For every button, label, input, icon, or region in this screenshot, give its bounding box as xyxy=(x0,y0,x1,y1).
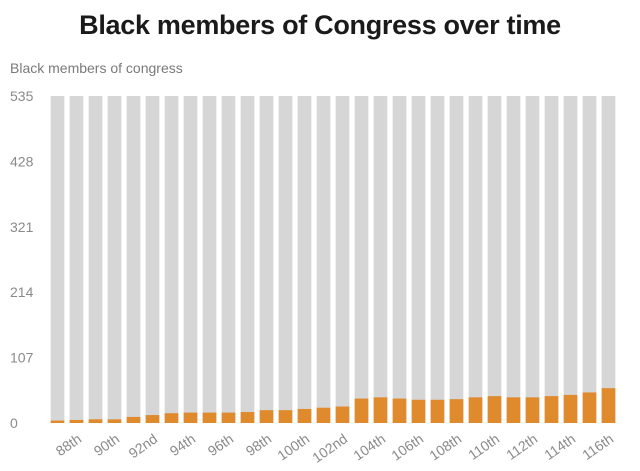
bar-black-members-104th xyxy=(373,397,388,423)
bar-total-100th xyxy=(297,96,312,423)
bar-black-members-100th xyxy=(297,408,312,423)
bar-black-members-106th xyxy=(411,399,426,423)
y-tick-label: 428 xyxy=(10,153,34,169)
bar-total-88th xyxy=(69,96,84,423)
bar-black-members-99th xyxy=(278,410,293,423)
bar-black-members-112th xyxy=(525,397,540,423)
bar-total-89th xyxy=(88,96,103,423)
bar-black-members-116th xyxy=(601,388,616,423)
bar-black-members-107th xyxy=(430,399,445,423)
bar-black-members-115th xyxy=(582,392,597,423)
x-tick-label-114th: 114th xyxy=(541,430,578,463)
x-tick-label-90th: 90th xyxy=(91,430,122,459)
bar-total-109th xyxy=(468,96,483,423)
bar-total-87th xyxy=(50,96,65,423)
bar-total-91st xyxy=(126,96,141,423)
bar-black-members-109th xyxy=(468,397,483,423)
bar-total-111th xyxy=(506,96,521,423)
bar-total-116th xyxy=(601,96,616,423)
bar-total-107th xyxy=(430,96,445,423)
bar-black-members-96th xyxy=(221,412,236,423)
bar-black-members-98th xyxy=(259,410,274,423)
bar-total-99th xyxy=(278,96,293,423)
bar-total-110th xyxy=(487,96,502,423)
chart-title: Black members of Congress over time xyxy=(79,10,561,40)
bar-total-102nd xyxy=(335,96,350,423)
total-bars-group xyxy=(50,96,616,423)
bar-total-90th xyxy=(107,96,122,423)
bar-black-members-90th xyxy=(107,419,122,423)
bar-total-92nd xyxy=(145,96,160,423)
bar-black-members-92nd xyxy=(145,415,160,423)
bar-total-108th xyxy=(449,96,464,423)
y-axis-ticks: 0 107 214 321 428 535 xyxy=(10,88,34,431)
x-tick-label-104th: 104th xyxy=(350,430,388,463)
x-tick-label-94th: 94th xyxy=(167,430,198,459)
bar-total-105th xyxy=(392,96,407,423)
bar-total-101st xyxy=(316,96,331,423)
x-tick-label-100th: 100th xyxy=(274,430,312,463)
y-axis-label: Black members of congress xyxy=(10,60,183,76)
bar-total-103rd xyxy=(354,96,369,423)
x-tick-label-102nd: 102nd xyxy=(309,430,350,465)
x-tick-label-116th: 116th xyxy=(579,430,616,463)
bar-total-114th xyxy=(563,96,578,423)
x-tick-label-92nd: 92nd xyxy=(126,430,161,461)
bar-total-113th xyxy=(544,96,559,423)
y-tick-label: 0 xyxy=(10,415,18,431)
y-tick-label: 321 xyxy=(10,219,34,235)
bar-total-93rd xyxy=(164,96,179,423)
bar-total-94th xyxy=(183,96,198,423)
bar-black-members-91st xyxy=(126,416,141,423)
bar-black-members-108th xyxy=(449,399,464,423)
x-tick-label-106th: 106th xyxy=(388,430,426,463)
bar-black-members-94th xyxy=(183,412,198,423)
x-tick-label-112th: 112th xyxy=(503,430,540,463)
x-tick-label-96th: 96th xyxy=(205,430,236,459)
bar-total-95th xyxy=(202,96,217,423)
bar-black-members-89th xyxy=(88,419,103,423)
x-tick-label-108th: 108th xyxy=(426,430,464,463)
bar-total-112th xyxy=(525,96,540,423)
x-tick-label-88th: 88th xyxy=(53,430,84,459)
y-tick-label: 107 xyxy=(10,350,34,366)
y-tick-label: 214 xyxy=(10,284,34,300)
bar-black-members-102nd xyxy=(335,406,350,423)
bar-total-96th xyxy=(221,96,236,423)
bar-black-members-105th xyxy=(392,398,407,423)
y-tick-label: 535 xyxy=(10,88,34,104)
bar-black-members-111th xyxy=(506,397,521,423)
bar-black-members-88th xyxy=(69,419,84,423)
x-tick-label-110th: 110th xyxy=(465,430,502,463)
bar-black-members-113th xyxy=(544,396,559,423)
bar-total-115th xyxy=(582,96,597,423)
bar-total-106th xyxy=(411,96,426,423)
bar-black-members-101st xyxy=(316,407,331,423)
bar-black-members-95th xyxy=(202,412,217,423)
bar-black-members-97th xyxy=(240,412,255,423)
bar-total-97th xyxy=(240,96,255,423)
bar-total-104th xyxy=(373,96,388,423)
bar-black-members-114th xyxy=(563,394,578,423)
x-tick-label-98th: 98th xyxy=(243,430,274,459)
bar-black-members-103rd xyxy=(354,398,369,423)
bar-black-members-93rd xyxy=(164,413,179,423)
highlight-bars-group xyxy=(50,388,616,423)
bar-black-members-110th xyxy=(487,396,502,423)
bar-black-members-87th xyxy=(50,420,65,423)
bar-total-98th xyxy=(259,96,274,423)
